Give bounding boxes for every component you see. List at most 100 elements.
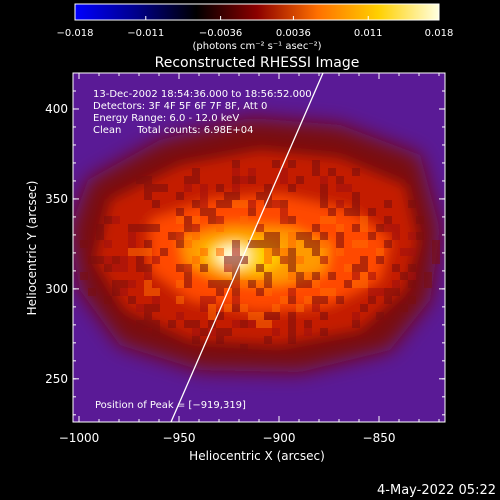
y-tick-label: 350 xyxy=(45,192,68,206)
mottle-pixel xyxy=(216,224,224,232)
mottle-pixel xyxy=(360,280,368,288)
mottle-pixel xyxy=(120,280,128,288)
mottle-pixel xyxy=(200,248,208,256)
mottle-pixel xyxy=(184,216,192,224)
mottle-pixel xyxy=(152,224,160,232)
mottle-pixel xyxy=(272,304,280,312)
mottle-pixel xyxy=(352,240,360,248)
mottle-pixel xyxy=(360,216,368,224)
mottle-pixel xyxy=(120,264,128,272)
mottle-pixel xyxy=(336,184,344,192)
mottle-pixel xyxy=(152,304,160,312)
mottle-pixel xyxy=(104,216,112,224)
mottle-pixel xyxy=(192,200,200,208)
mottle-pixel xyxy=(152,256,160,264)
mottle-pixel xyxy=(232,160,240,168)
mottle-pixel xyxy=(392,288,400,296)
mottle-pixel xyxy=(232,280,240,288)
mottle-pixel xyxy=(368,232,376,240)
mottle-pixel xyxy=(216,288,224,296)
mottle-pixel xyxy=(88,256,96,264)
mottle-pixel xyxy=(344,264,352,272)
mottle-pixel xyxy=(432,248,440,256)
mottle-pixel xyxy=(352,224,360,232)
mottle-pixel xyxy=(376,312,384,320)
mottle-pixel xyxy=(320,296,328,304)
mottle-pixel xyxy=(416,232,424,240)
mottle-pixel xyxy=(144,272,152,280)
mottle-pixel xyxy=(176,280,184,288)
mottle-pixel xyxy=(128,248,136,256)
mottle-pixel xyxy=(224,264,232,272)
mottle-pixel xyxy=(184,240,192,248)
mottle-pixel xyxy=(304,328,312,336)
mottle-pixel xyxy=(384,296,392,304)
mottle-pixel xyxy=(408,272,416,280)
mottle-pixel xyxy=(368,208,376,216)
mottle-pixel xyxy=(344,208,352,216)
mottle-pixel xyxy=(144,304,152,312)
x-tick-label: −850 xyxy=(363,431,396,445)
mottle-pixel xyxy=(144,224,152,232)
mottle-pixel xyxy=(144,312,152,320)
mottle-pixel xyxy=(200,208,208,216)
mottle-pixel xyxy=(320,240,328,248)
x-tick-label: −900 xyxy=(263,431,296,445)
mottle-pixel xyxy=(176,296,184,304)
annotation-time: 13-Dec-2002 18:54:36.000 to 18:56:52.000 xyxy=(93,89,312,100)
y-tick-label: 250 xyxy=(45,372,68,386)
mottle-pixel xyxy=(136,224,144,232)
mottle-pixel xyxy=(232,200,240,208)
mottle-pixel xyxy=(184,224,192,232)
mottle-pixel xyxy=(288,320,296,328)
mottle-pixel xyxy=(256,320,264,328)
mottle-pixel xyxy=(264,200,272,208)
mottle-pixel xyxy=(392,280,400,288)
mottle-pixel xyxy=(272,200,280,208)
mottle-pixel xyxy=(328,272,336,280)
mottle-pixel xyxy=(232,304,240,312)
mottle-pixel xyxy=(232,288,240,296)
mottle-pixel xyxy=(232,256,240,264)
mottle-pixel xyxy=(240,216,248,224)
mottle-pixel xyxy=(272,248,280,256)
mottle-pixel xyxy=(176,192,184,200)
mottle-pixel xyxy=(176,264,184,272)
mottle-pixel xyxy=(232,320,240,328)
mottle-pixel xyxy=(184,176,192,184)
mottle-pixel xyxy=(336,224,344,232)
x-axis-ticks: −1000 −950 −900 −850 xyxy=(59,73,440,445)
mottle-pixel xyxy=(176,240,184,248)
mottle-pixel xyxy=(152,200,160,208)
colorbar-tick-label: −0.0036 xyxy=(199,28,242,39)
mottle-pixel xyxy=(160,184,168,192)
mottle-pixel xyxy=(320,312,328,320)
mottle-pixel xyxy=(288,248,296,256)
mottle-pixel xyxy=(408,280,416,288)
mottle-pixel xyxy=(384,240,392,248)
mottle-pixel xyxy=(312,304,320,312)
mottle-pixel xyxy=(296,176,304,184)
mottle-pixel xyxy=(152,328,160,336)
mottle-pixel xyxy=(112,256,120,264)
mottle-pixel xyxy=(208,208,216,216)
mottle-pixel xyxy=(112,288,120,296)
mottle-pixel xyxy=(128,280,136,288)
mottle-pixel xyxy=(232,184,240,192)
mottle-pixel xyxy=(336,248,344,256)
mottle-pixel xyxy=(200,296,208,304)
mottle-pixel xyxy=(288,296,296,304)
mottle-pixel xyxy=(280,248,288,256)
mottle-pixel xyxy=(128,232,136,240)
x-tick-label: −950 xyxy=(163,431,196,445)
mottle-pixel xyxy=(352,312,360,320)
colorbar xyxy=(74,3,440,21)
mottle-pixel xyxy=(208,312,216,320)
mottle-pixel xyxy=(128,296,136,304)
mottle-pixel xyxy=(176,312,184,320)
mottle-pixel xyxy=(256,240,264,248)
mottle-pixel xyxy=(320,216,328,224)
mottle-pixel xyxy=(240,344,248,352)
mottle-pixel xyxy=(320,288,328,296)
